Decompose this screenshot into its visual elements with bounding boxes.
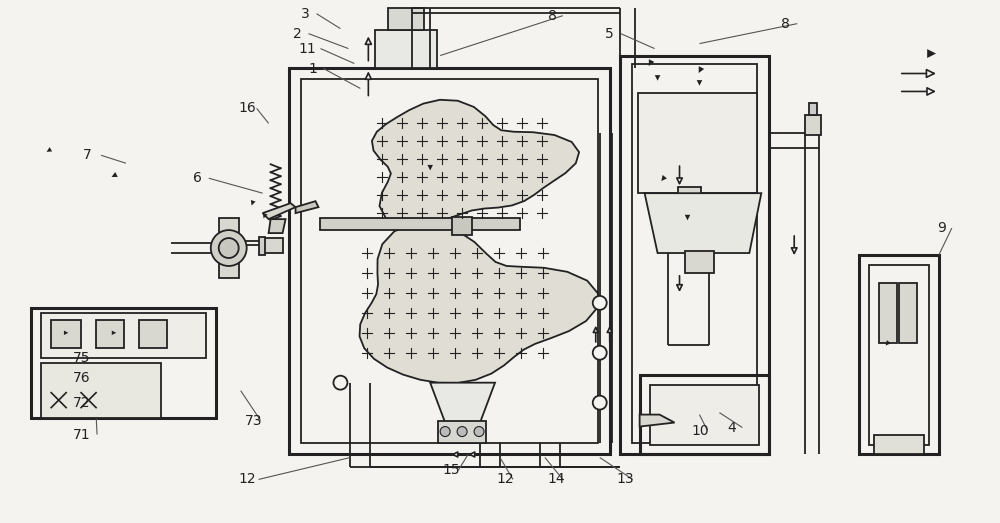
Bar [289, 67, 610, 454]
Text: 7: 7 [83, 149, 92, 162]
Bar [41, 363, 161, 417]
Circle shape [593, 346, 607, 360]
Polygon shape [263, 203, 296, 219]
Polygon shape [296, 201, 318, 213]
Text: 3: 3 [301, 7, 309, 21]
Text: 2: 2 [293, 27, 301, 41]
Text: 75: 75 [73, 351, 91, 365]
Text: 8: 8 [548, 9, 557, 22]
Bar [869, 265, 929, 445]
Bar [301, 79, 598, 442]
Bar [320, 218, 520, 230]
Bar [375, 30, 437, 67]
Bar [620, 55, 769, 454]
Polygon shape [372, 100, 579, 225]
Text: 1: 1 [309, 62, 317, 75]
Bar [259, 237, 265, 255]
Bar [859, 255, 939, 454]
Text: 12: 12 [496, 472, 514, 486]
Text: 14: 14 [548, 472, 565, 486]
Bar [879, 283, 897, 343]
Bar [640, 374, 769, 454]
Bar [41, 313, 206, 358]
Bar [805, 116, 821, 135]
Circle shape [211, 230, 247, 266]
Bar [51, 320, 81, 348]
Circle shape [219, 238, 239, 258]
Polygon shape [430, 383, 495, 423]
Text: 6: 6 [193, 171, 202, 185]
Text: 8: 8 [781, 17, 790, 31]
Bar [899, 283, 917, 343]
Bar [139, 320, 167, 348]
Circle shape [593, 296, 607, 310]
Circle shape [440, 427, 450, 437]
Text: 76: 76 [73, 371, 91, 385]
Text: 15: 15 [442, 463, 460, 477]
Bar [809, 104, 817, 116]
Bar [31, 308, 216, 417]
Text: 4: 4 [727, 420, 736, 435]
Bar [650, 385, 759, 445]
Bar [388, 8, 424, 30]
Polygon shape [269, 219, 286, 233]
Text: 5: 5 [605, 27, 613, 41]
Bar [632, 63, 757, 442]
Text: 10: 10 [691, 424, 709, 438]
Bar [219, 218, 239, 278]
Circle shape [474, 427, 484, 437]
Text: 12: 12 [239, 472, 256, 486]
Bar [438, 420, 486, 442]
Text: 9: 9 [937, 221, 946, 235]
Bar [685, 251, 714, 273]
Text: 13: 13 [617, 472, 634, 486]
Text: 73: 73 [245, 414, 262, 428]
Text: 72: 72 [73, 395, 91, 410]
Text: 11: 11 [299, 41, 316, 55]
Bar [261, 238, 283, 253]
Bar [96, 320, 124, 348]
Bar [874, 435, 924, 454]
Bar [638, 94, 757, 193]
Polygon shape [640, 415, 675, 427]
Bar [452, 217, 472, 235]
Polygon shape [645, 193, 761, 253]
Bar [678, 187, 701, 195]
Circle shape [333, 376, 347, 390]
Text: 16: 16 [239, 101, 256, 116]
Circle shape [457, 427, 467, 437]
Polygon shape [360, 224, 598, 383]
Text: 71: 71 [73, 427, 91, 441]
Circle shape [593, 395, 607, 410]
